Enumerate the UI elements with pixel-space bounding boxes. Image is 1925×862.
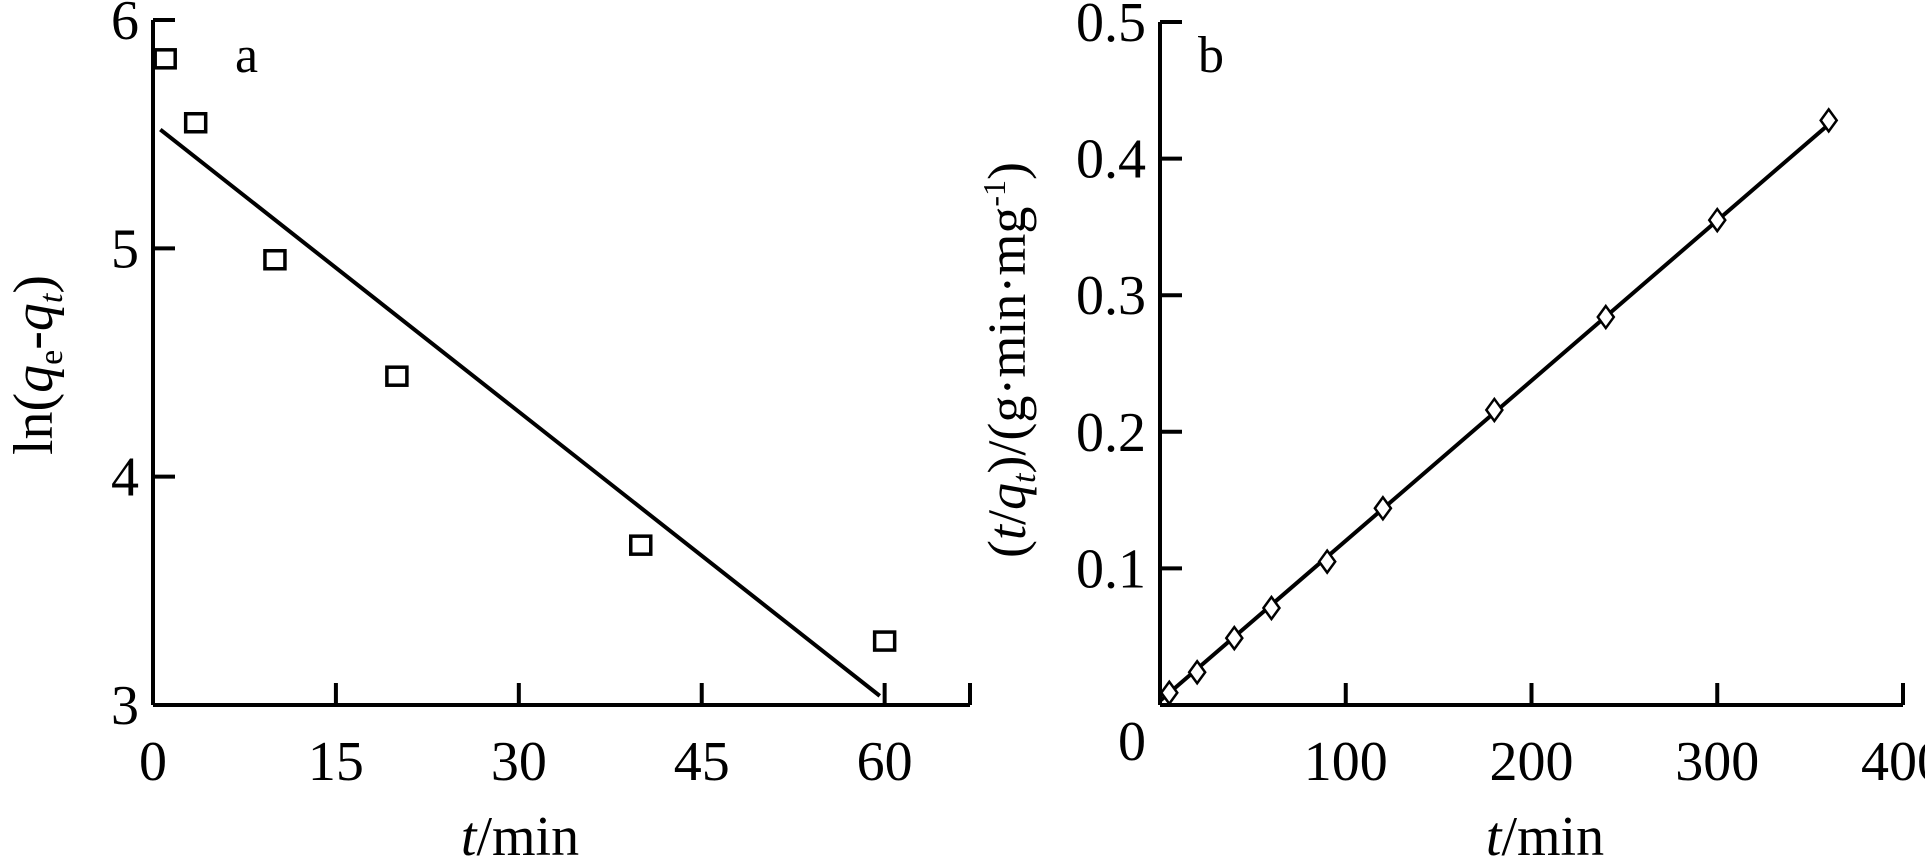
x-tick-label-b: 300	[1675, 731, 1759, 793]
y-axis-label-b: (t/qt)/(g·min·mg-1)	[976, 162, 1043, 558]
x-tick-label-b: 0	[1118, 711, 1146, 773]
data-point-b	[1261, 594, 1281, 622]
x-axis-label-a: t/min	[461, 806, 579, 862]
data-point-a	[153, 48, 177, 70]
x-tick-label-b: 400	[1861, 731, 1925, 793]
panel-label-a: a	[235, 27, 258, 84]
data-point-b	[1596, 303, 1616, 331]
panel-label-b: b	[1198, 27, 1224, 84]
data-point-b	[1187, 659, 1207, 686]
y-tick-label-b: 0.2	[1076, 402, 1146, 464]
x-tick-label-a: 60	[857, 731, 913, 793]
y-tick-label-b: 0.3	[1076, 265, 1146, 327]
y-tick-label-b: 0.1	[1076, 538, 1146, 600]
y-axis-label-a: ln(qe-qt)	[3, 275, 70, 455]
data-point-b	[1224, 624, 1244, 652]
data-point-b	[1819, 107, 1839, 134]
y-tick-label-b: 0.4	[1076, 129, 1146, 191]
x-tick-label-a: 45	[674, 731, 730, 793]
x-axis-label-b: t/min	[1486, 806, 1604, 862]
data-point-b	[1707, 206, 1727, 234]
fit-line-a	[159, 128, 882, 698]
y-tick-label-a: 6	[111, 0, 139, 52]
data-point-b	[1373, 495, 1393, 522]
y-tick-label-b: 0.5	[1076, 0, 1146, 54]
x-tick-label-a: 15	[308, 731, 364, 793]
y-tick-label-a: 5	[111, 218, 139, 280]
data-point-a	[872, 630, 897, 652]
data-point-a	[629, 534, 653, 556]
data-point-a	[385, 365, 409, 387]
y-tick-label-a: 4	[111, 447, 139, 509]
y-tick-label-a: 3	[111, 675, 139, 737]
x-tick-label-b: 200	[1490, 731, 1574, 793]
data-point-a	[183, 112, 208, 134]
data-point-b	[1484, 396, 1504, 424]
x-tick-label-a: 30	[491, 731, 547, 793]
x-tick-label-b: 100	[1304, 731, 1388, 793]
x-tick-label-a: 0	[139, 731, 167, 793]
data-point-b	[1317, 548, 1337, 575]
data-point-b	[1159, 679, 1179, 706]
x-axis-label-a-var: t	[461, 806, 478, 862]
x-axis-label-a-unit: /min	[476, 806, 579, 862]
data-point-a	[263, 249, 287, 271]
